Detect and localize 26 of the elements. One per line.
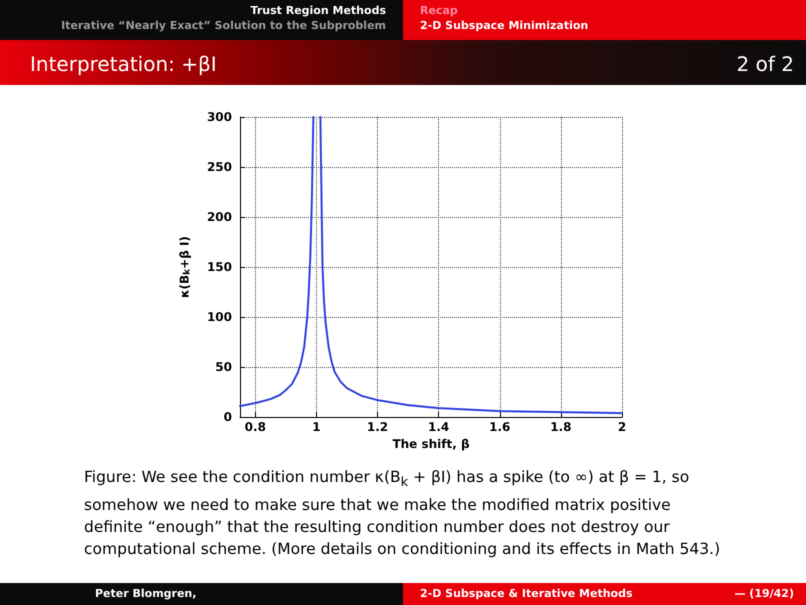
text: — (19/42) xyxy=(734,587,794,600)
y-tick-label: 200 xyxy=(206,210,232,224)
text: 2-D Subspace Minimization xyxy=(420,19,588,32)
x-tick-label: 1.6 xyxy=(489,420,510,434)
y-tick-label: 100 xyxy=(206,310,232,324)
y-axis-title: κ(Bk+β I) xyxy=(178,236,192,298)
text: Recap xyxy=(420,4,458,17)
y-tick-label: 150 xyxy=(206,260,232,274)
x-tick-label: 2 xyxy=(618,420,626,434)
text: Trust Region Methods xyxy=(250,4,386,17)
x-tick-label: 0.8 xyxy=(244,420,266,434)
y-tick-label: 300 xyxy=(206,110,232,124)
y-tick-label: 0 xyxy=(224,410,232,424)
text: Peter Blomgren, xyxy=(95,587,196,600)
text: Iterative “Nearly Exact” Solution to the Subproblem xyxy=(61,19,386,32)
y-tick-label: 50 xyxy=(215,360,232,374)
x-tick-label: 1.8 xyxy=(550,420,572,434)
chart-title: Interpretation: +βI xyxy=(30,52,217,76)
text: 2 of 2 xyxy=(736,52,794,76)
x-tick-label: 1 xyxy=(312,420,321,434)
x-tick-label: 1.2 xyxy=(366,420,388,434)
x-axis-title: The shift, β xyxy=(392,437,470,451)
text: 2-D Subspace & Iterative Methods xyxy=(420,587,633,600)
y-tick-label: 250 xyxy=(206,160,232,174)
x-tick-label: 1.4 xyxy=(428,420,450,434)
text: Figure: We see the condition number κ(B$_{k}$ + βI) has a spike (to ∞) at β = 1, so somehow we need to make sure that we make the modified matrix positive definite “enough” that the resulting condition number does not destroy our computational scheme. (More details on conditioning and its effects in Math 543.) xyxy=(84,467,722,560)
